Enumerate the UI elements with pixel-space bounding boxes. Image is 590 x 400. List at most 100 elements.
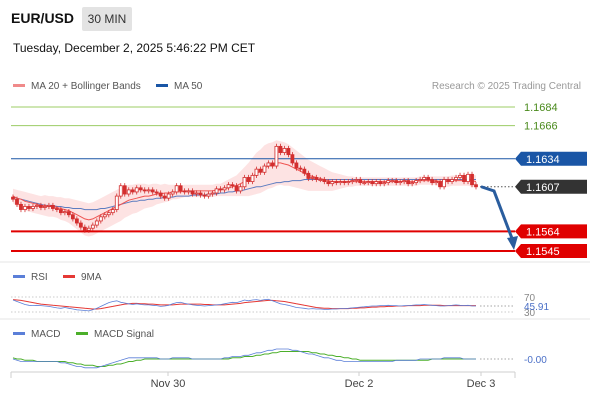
candle-body <box>110 209 115 214</box>
candle-body <box>442 179 446 188</box>
candle-body <box>74 218 79 224</box>
ma50-line <box>12 179 476 211</box>
candle-body <box>23 206 27 210</box>
candle-body <box>222 187 227 191</box>
rsi-level-label-70: 70 <box>524 293 536 304</box>
candle-body <box>414 180 419 184</box>
candle-body <box>278 145 283 153</box>
timeframe-button[interactable]: 30 MIN <box>82 7 132 31</box>
candle-body <box>266 162 271 167</box>
candle-body <box>410 182 415 185</box>
candle-body <box>238 186 243 192</box>
candle-body <box>146 189 151 192</box>
legend-macd: MACD <box>13 329 60 340</box>
candle-body <box>370 181 375 185</box>
candle-body <box>130 189 135 193</box>
level-badge-3 <box>515 179 587 194</box>
candle-body <box>114 195 119 210</box>
candle-body <box>302 168 307 174</box>
candle-body <box>306 172 311 179</box>
candle-body <box>86 227 91 231</box>
candle-body <box>290 154 295 164</box>
macd-signal-swatch <box>76 331 88 335</box>
candle-body <box>466 173 470 182</box>
legend-macd-signal: MACD Signal <box>76 329 154 340</box>
candle-body <box>378 181 383 185</box>
ma50-swatch <box>156 83 168 87</box>
candle-body <box>31 206 35 209</box>
candle-body <box>58 209 63 214</box>
candle-body <box>366 181 371 184</box>
level-label-0: 1.1684 <box>524 102 558 114</box>
candle-body <box>426 177 431 180</box>
candle-body <box>438 181 442 188</box>
legend-rsi-label: RSI <box>31 272 48 283</box>
legend-rsi-ma-label: 9MA <box>81 272 102 283</box>
candle-body <box>174 185 179 193</box>
candle-body <box>338 181 343 184</box>
ma20-swatch <box>13 83 25 87</box>
candle-body <box>322 179 327 182</box>
candle-body <box>382 182 387 185</box>
x-tick-label: Nov 30 <box>151 378 186 390</box>
candle-body <box>106 212 111 216</box>
candle-body <box>226 184 231 189</box>
level-label-2: 1.1634 <box>526 154 560 166</box>
candle-body <box>254 168 259 176</box>
candle-body <box>158 192 163 197</box>
candle-body <box>262 165 267 173</box>
candle-body <box>282 148 287 153</box>
legend-ma50-label: MA 50 <box>174 81 203 92</box>
candle-body <box>402 180 407 182</box>
candle-body <box>194 192 199 195</box>
instrument-title: EUR/USD <box>11 10 75 26</box>
candle-body <box>126 189 131 195</box>
candle-body <box>450 179 454 182</box>
candle-body <box>218 188 223 191</box>
candle-body <box>62 211 67 214</box>
candle-body <box>286 148 291 156</box>
level-badge-5 <box>515 244 587 258</box>
candle-body <box>454 177 458 180</box>
candle-body <box>43 206 47 208</box>
candle-body <box>350 180 355 182</box>
candle-body <box>418 179 423 181</box>
candle-body <box>78 222 83 228</box>
legend-ma20-bb: MA 20 + Bollinger Bands <box>13 81 141 92</box>
candle-body <box>470 173 474 186</box>
candle-body <box>462 174 466 182</box>
legend-ma50: MA 50 <box>156 81 202 92</box>
forecast-arrow-head <box>507 236 518 250</box>
candle-body <box>94 220 99 226</box>
candle-body <box>150 189 155 193</box>
candle-body <box>102 214 107 218</box>
candle-body <box>374 181 379 185</box>
candle-body <box>422 177 427 180</box>
candle-body <box>430 179 434 184</box>
legend-rsi-ma: 9MA <box>63 272 102 283</box>
macd-line <box>12 348 476 369</box>
candle-body <box>474 184 478 188</box>
candle-body <box>166 193 171 199</box>
legend-macd-signal-label: MACD Signal <box>94 329 155 340</box>
candle-body <box>178 185 183 192</box>
candle-body <box>334 181 339 184</box>
candle-body <box>198 192 203 196</box>
candle-body <box>39 205 43 208</box>
candle-body <box>134 187 139 193</box>
candle-body <box>242 177 247 188</box>
candle-body <box>354 179 359 181</box>
candle-body <box>98 216 103 222</box>
level-label-1: 1.1666 <box>524 121 558 133</box>
candle-body <box>90 224 95 229</box>
candle-body <box>390 180 395 182</box>
candle-body <box>310 177 315 179</box>
candle-body <box>318 179 323 181</box>
candle-body <box>214 188 219 194</box>
candle-body <box>142 189 147 192</box>
candle-body <box>170 191 175 195</box>
level-label-3: 1.1607 <box>526 182 560 194</box>
candle-body <box>51 205 55 209</box>
candle-body <box>246 177 251 182</box>
